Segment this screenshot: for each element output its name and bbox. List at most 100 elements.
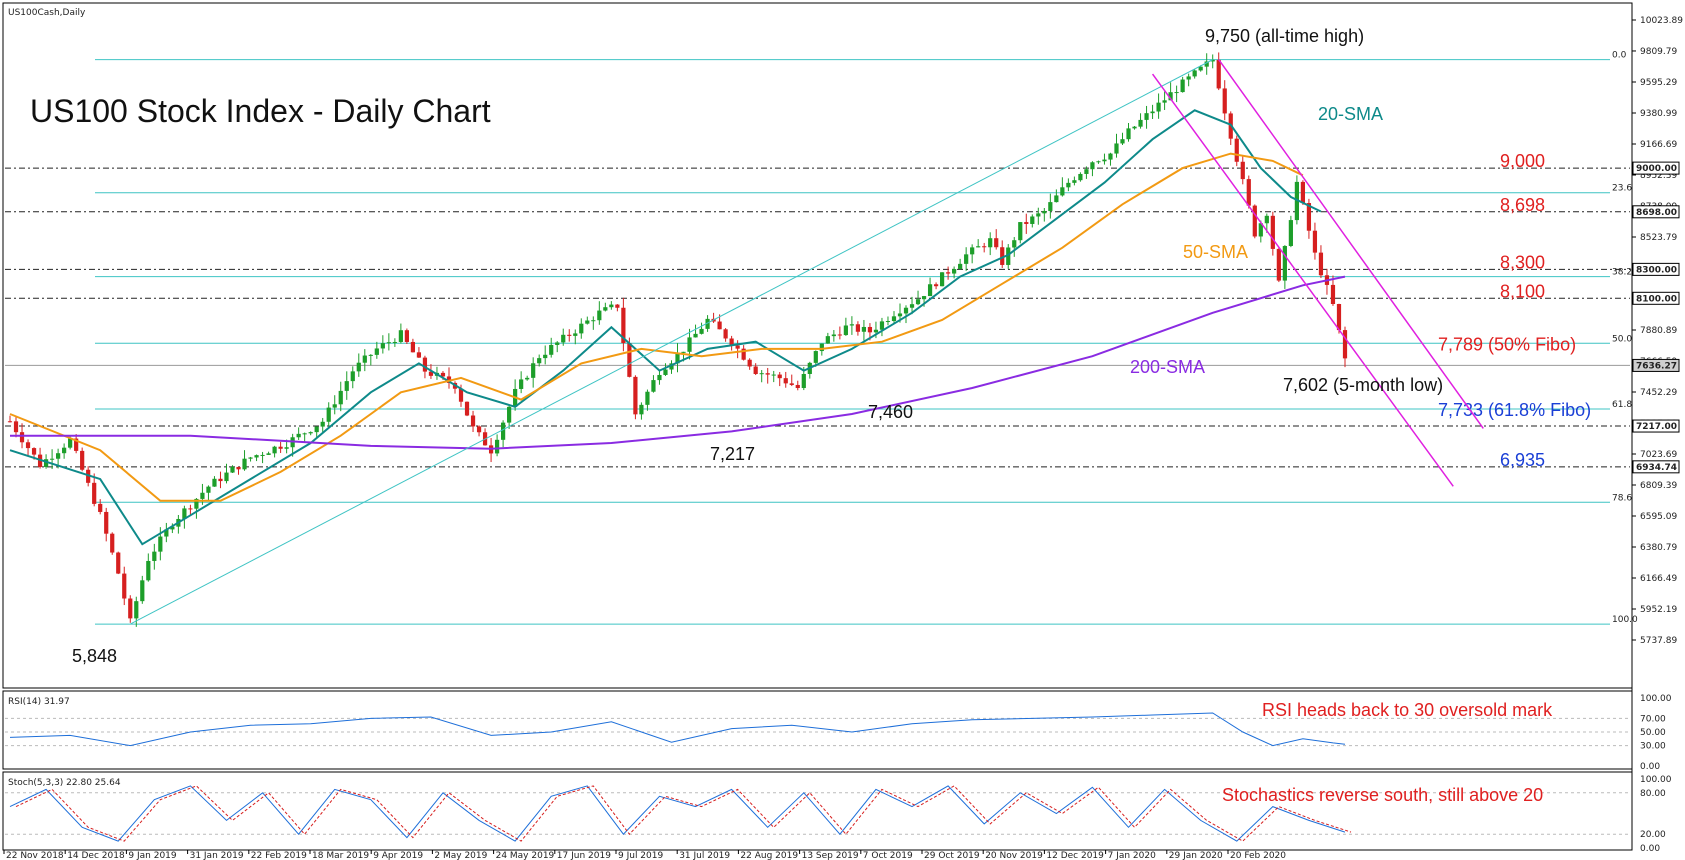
price-tick-label: 8523.79	[1640, 233, 1677, 243]
stoch-signal-line	[15, 785, 1352, 842]
candle-body	[1264, 215, 1269, 224]
candle-body	[747, 359, 752, 367]
candle-body	[1054, 195, 1059, 203]
candle-body	[519, 379, 524, 389]
candle-body	[1330, 284, 1336, 305]
candle-body	[573, 333, 578, 336]
candle-body	[68, 438, 73, 448]
low-7460-annotation: 7,460	[868, 402, 913, 422]
candle-body	[603, 307, 608, 311]
price-badge	[1632, 262, 1680, 276]
candle-body	[446, 376, 452, 383]
candle-body	[320, 421, 325, 427]
candle-body	[122, 573, 127, 599]
candle-body	[464, 401, 470, 416]
price-badge-label: 9000.00	[1636, 164, 1677, 174]
candle-body	[49, 458, 55, 460]
candle-body	[182, 508, 187, 519]
fibo-tag: 78.6	[1612, 493, 1632, 503]
x-tick-label: 24 May 2019	[496, 851, 555, 860]
candle-body	[891, 316, 897, 322]
x-tick-label: 22 Feb 2019	[251, 851, 307, 860]
candle-body	[1258, 223, 1263, 237]
candle-body	[771, 374, 776, 376]
candle-body	[567, 334, 572, 336]
candle-body	[873, 329, 879, 333]
candle-body	[31, 448, 37, 455]
x-tick-label: 20 Feb 2020	[1230, 851, 1286, 860]
candle-body	[609, 304, 614, 308]
sma20-label: 20-SMA	[1318, 104, 1383, 124]
candle-body	[236, 466, 241, 470]
candle-body	[188, 508, 193, 510]
candle-body	[206, 486, 211, 493]
price-tick-label: 6166.49	[1640, 574, 1677, 584]
candle-body	[1024, 222, 1029, 224]
downtrend-line-lower	[1151, 73, 1454, 487]
candle-body	[386, 342, 391, 344]
candle-body	[1186, 76, 1191, 80]
fibo-tag: 61.8	[1612, 400, 1632, 410]
candle-body	[43, 459, 49, 467]
candle-body	[1234, 138, 1239, 162]
candle-body	[723, 329, 728, 339]
candle-body	[98, 503, 103, 512]
price-badge	[1632, 161, 1680, 175]
candle-body	[440, 372, 446, 377]
x-tick-label: 9 Jan 2019	[128, 851, 176, 860]
candle-body	[735, 345, 740, 349]
candle-body	[615, 304, 620, 308]
candle-body	[1090, 162, 1095, 170]
candle-body	[579, 323, 584, 334]
rsi-tick: 70.00	[1640, 714, 1666, 724]
candle-body	[1150, 111, 1155, 114]
candle-body	[110, 533, 115, 553]
candle-body	[681, 351, 686, 353]
candle-body	[212, 478, 217, 487]
price-badge-label: 8100.00	[1636, 294, 1677, 304]
candle-body	[62, 447, 67, 454]
x-tick-label: 14 Dec 2018	[67, 851, 125, 860]
candle-body	[555, 342, 560, 345]
candle-body	[104, 511, 109, 534]
candle-body	[80, 450, 85, 470]
stoch-tick: 0.00	[1640, 844, 1660, 854]
candle-body	[278, 446, 283, 449]
price-level-label: 6,935	[1500, 450, 1545, 470]
candle-body	[25, 442, 31, 449]
price-badge	[1632, 205, 1680, 219]
stoch-note: Stochastics reverse south, still above 2…	[1222, 785, 1543, 805]
sma-line	[9, 152, 1304, 502]
price-badge	[1632, 460, 1680, 474]
price-badge-label: 6934.74	[1636, 463, 1677, 473]
rsi-tick: 30.00	[1640, 742, 1666, 752]
candle-body	[507, 406, 512, 423]
candle-body	[531, 363, 536, 378]
candle-body	[561, 334, 566, 343]
candle-body	[952, 269, 957, 274]
candle-body	[254, 455, 259, 458]
candle-body	[1120, 139, 1125, 144]
candle-body	[170, 526, 175, 530]
price-tick-label: 5737.89	[1640, 636, 1677, 646]
candle-body	[639, 404, 644, 415]
price-level-label: 8,698	[1500, 195, 1545, 215]
candle-body	[825, 336, 830, 344]
candle-body	[1096, 161, 1101, 163]
candle-body	[1180, 79, 1185, 93]
candle-body	[272, 446, 277, 454]
fibo-tag: 100.0	[1612, 615, 1638, 625]
candle-body	[74, 438, 79, 451]
stoch-line	[9, 785, 1346, 842]
x-tick-label: 31 Jul 2019	[679, 851, 730, 860]
candle-body	[705, 318, 710, 329]
candle-body	[128, 598, 133, 619]
candle-body	[958, 263, 963, 270]
chart-title: US100 Stock Index - Daily Chart	[30, 93, 491, 129]
candle-body	[92, 482, 97, 504]
candle-body	[861, 326, 867, 332]
downtrend-line-upper	[1218, 59, 1484, 429]
x-tick-label: 31 Jan 2019	[190, 851, 244, 860]
